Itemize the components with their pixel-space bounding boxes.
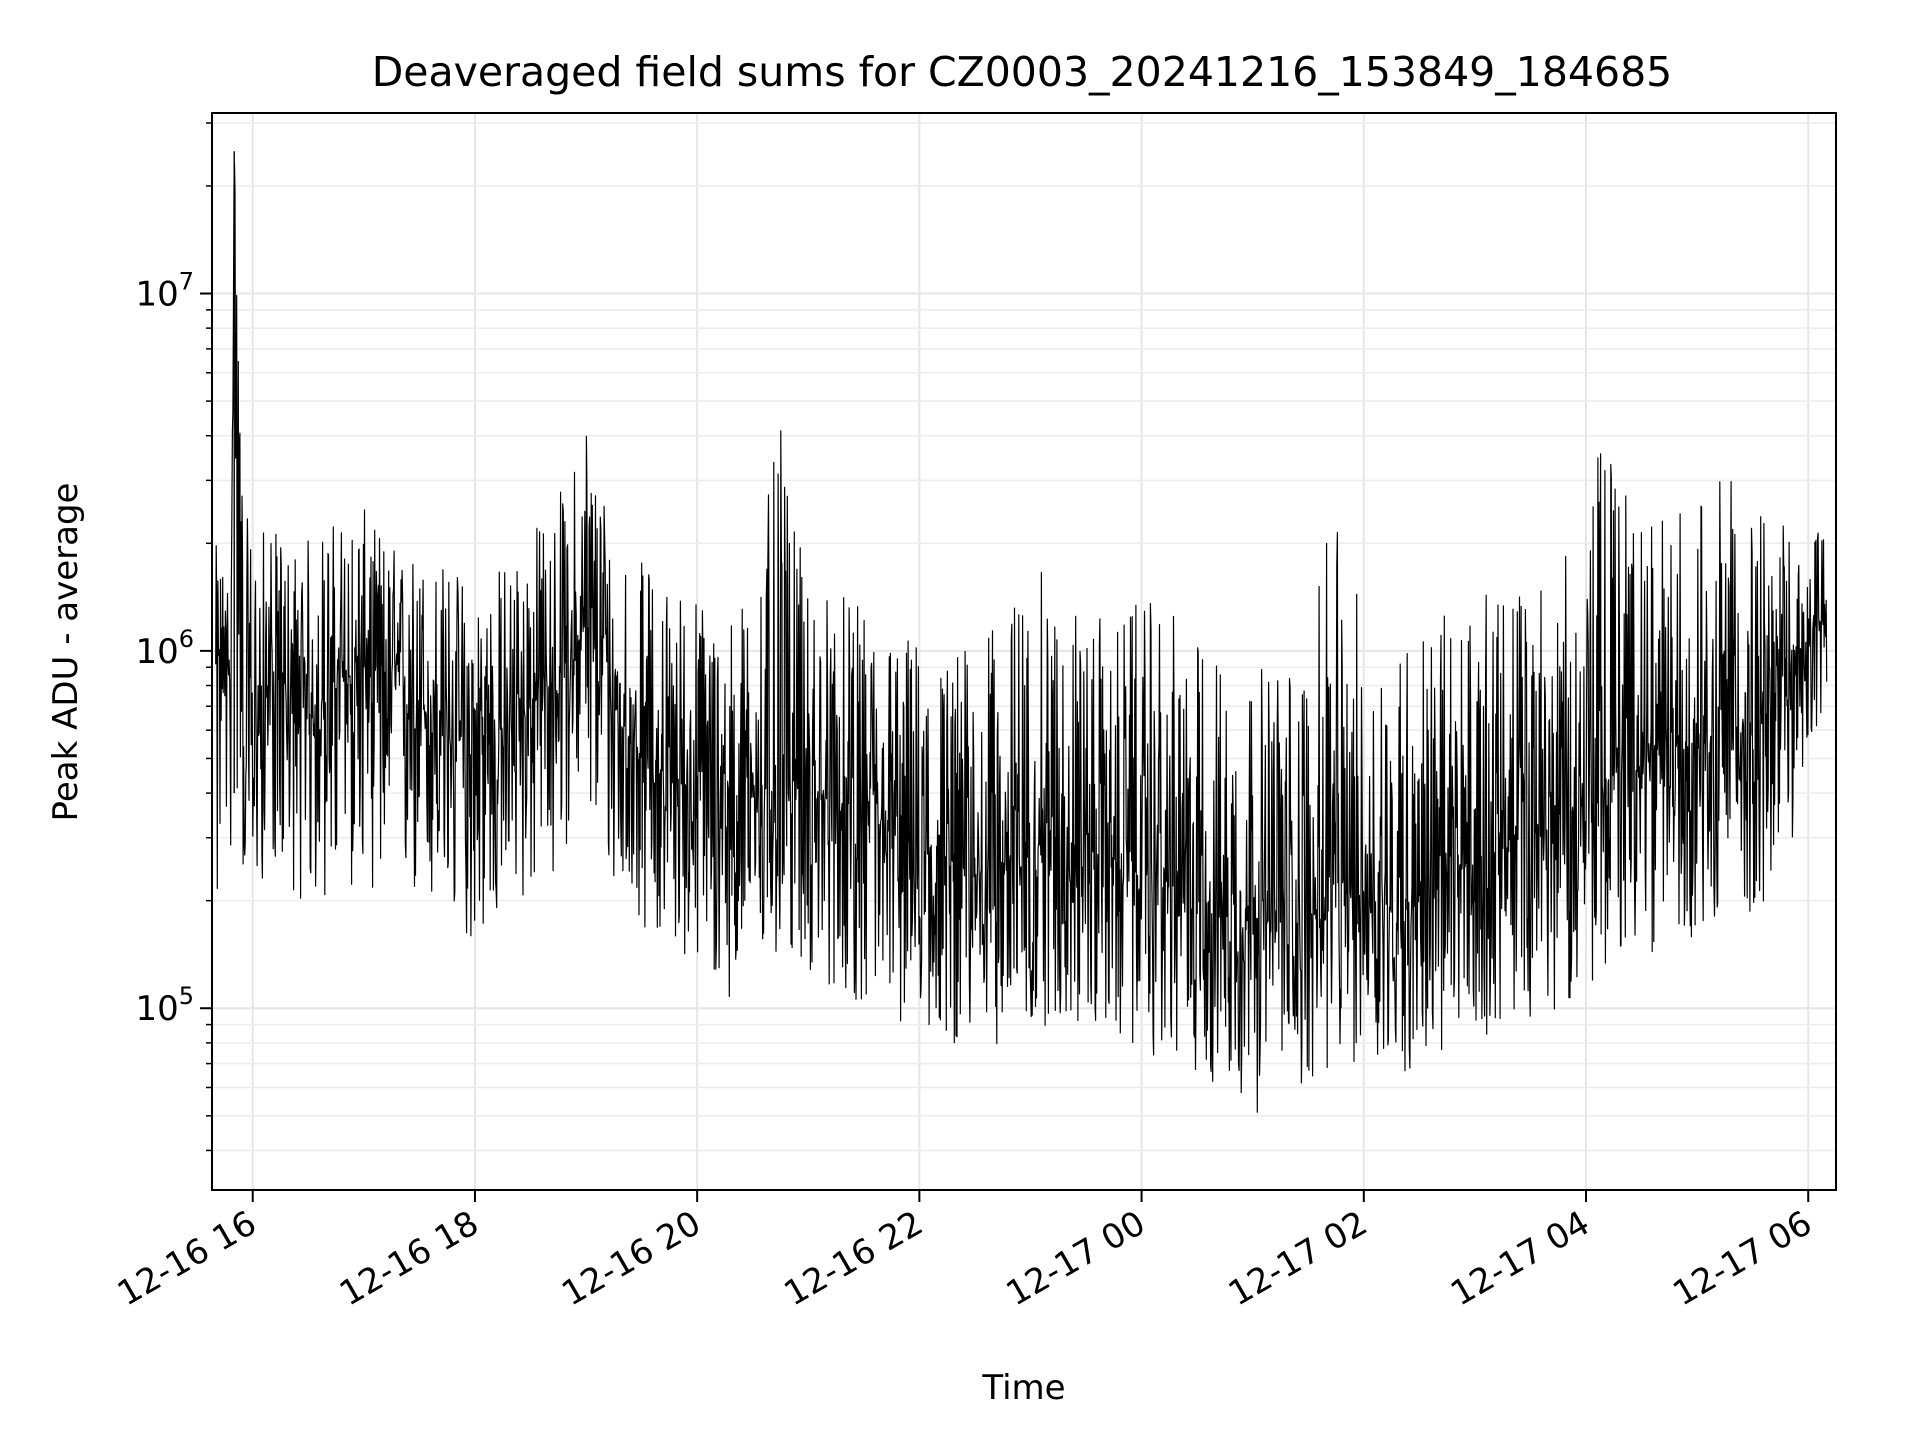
x-axis-label: Time [981, 1368, 1065, 1408]
y-axis: 105 106 107 [135, 122, 212, 1152]
chart-title: Deaveraged field sums for CZ0003_2024121… [372, 48, 1673, 96]
y-tick-label: 105 [135, 982, 194, 1029]
y-tick-label: 106 [135, 625, 194, 672]
y-axis-label: Peak ADU - average [46, 483, 86, 822]
y-tick-label: 107 [135, 268, 194, 315]
series-line [215, 151, 1828, 1113]
series-trace [215, 163, 1828, 1113]
